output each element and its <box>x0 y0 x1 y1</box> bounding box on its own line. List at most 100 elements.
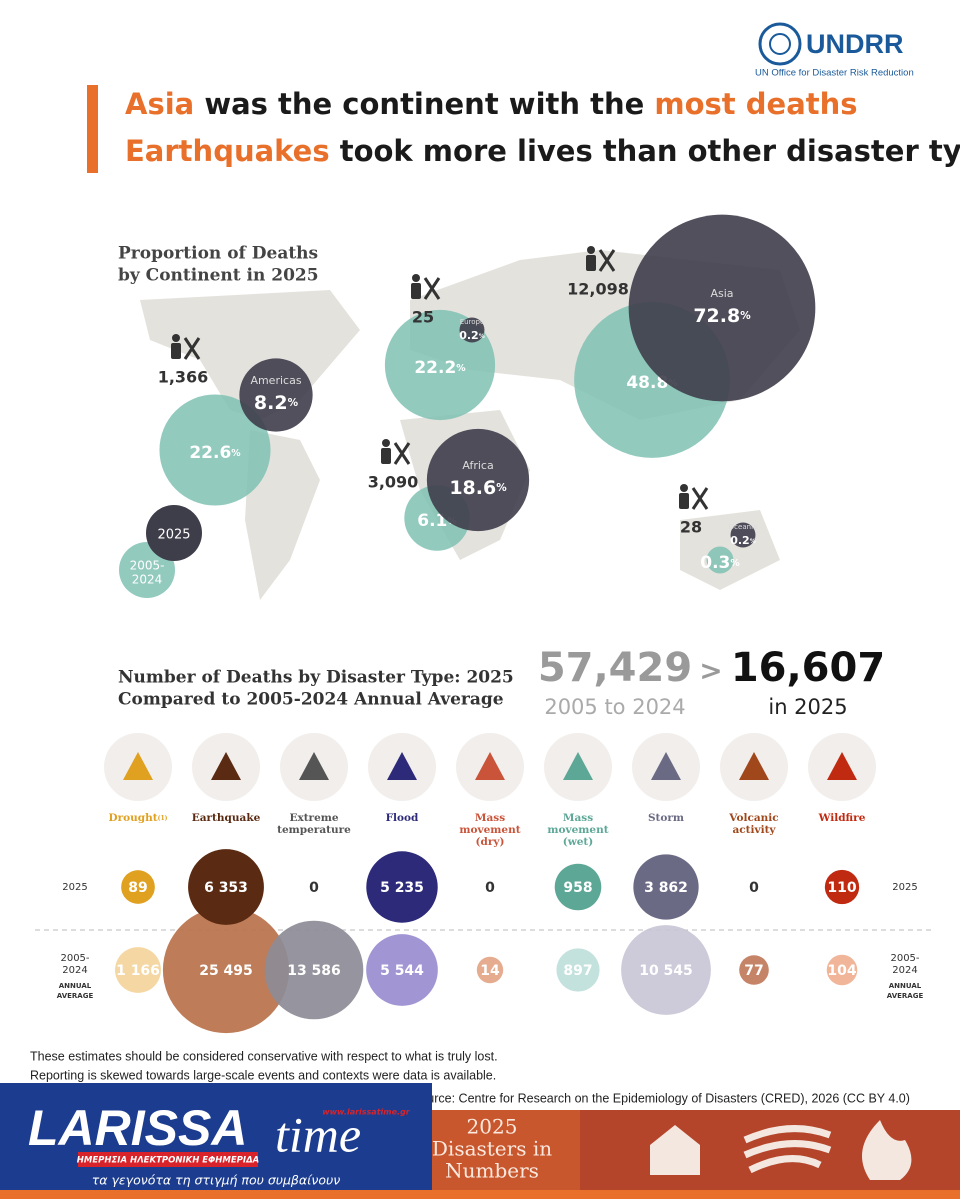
person-icon <box>586 255 596 271</box>
average-value: 1 166 <box>116 963 160 979</box>
logo-subtitle: UN Office for Disaster Risk Reduction <box>755 68 914 79</box>
type-name: (dry) <box>476 836 505 848</box>
percent-value: 0.2 <box>730 534 750 547</box>
average-value: 14 <box>480 963 500 979</box>
row-note: AVERAGE <box>57 992 94 1000</box>
type-name-text: activity <box>732 824 776 836</box>
headline: Asia was the continent with the most dea… <box>125 87 858 121</box>
percent-unit: % <box>740 310 751 322</box>
type-name: movement <box>547 824 608 836</box>
death-count: 12,098 <box>567 280 629 299</box>
times-icon <box>393 442 411 465</box>
current-bubble <box>554 863 602 911</box>
type-name-text: movement <box>459 824 520 836</box>
type-icon <box>739 752 769 780</box>
percent-unit: % <box>231 448 241 459</box>
person-icon <box>172 334 180 342</box>
headline-segment: most deaths <box>654 87 857 121</box>
percent-value: 22.6 <box>189 443 231 463</box>
current-value: 0 <box>749 880 759 896</box>
person-icon <box>679 493 689 509</box>
type-name: Storm <box>648 812 684 824</box>
percent-label: 0.3% <box>700 553 740 573</box>
type-name: activity <box>732 824 776 836</box>
current-bubble <box>459 317 485 343</box>
type-name-text: (dry) <box>476 836 505 848</box>
continent-name: Asia <box>710 287 733 300</box>
total-average: 57,429 <box>538 645 692 691</box>
continent-name: Americas <box>250 374 301 387</box>
total-average-label: 2005 to 2024 <box>544 695 685 719</box>
type-name: (wet) <box>563 836 594 848</box>
section-title: Number of Deaths by Disaster Type: 2025 <box>118 668 514 688</box>
promo-title: 2025 <box>467 1115 518 1139</box>
brand-script: time <box>275 1106 361 1162</box>
average-bubble <box>706 546 734 574</box>
average-bubble <box>476 956 504 984</box>
row-note: AVERAGE <box>887 992 924 1000</box>
type-name: movement <box>459 824 520 836</box>
headline-segment: Earthquakes <box>125 134 330 168</box>
death-count: 3,090 <box>368 473 419 492</box>
type-name: Earthquake <box>192 812 261 824</box>
type-icon <box>563 752 593 780</box>
death-count: 1,366 <box>158 368 209 387</box>
person-icon <box>587 246 595 254</box>
source: Source: Centre for Research on the Epide… <box>412 1091 910 1105</box>
person-icon <box>382 439 390 447</box>
percent-value: 0.3 <box>700 553 730 573</box>
death-count: 28 <box>680 518 702 537</box>
logo-name: UNDRR <box>806 29 904 59</box>
average-value: 25 495 <box>199 963 253 979</box>
map-australia <box>680 510 780 590</box>
type-name-text: Volcanic <box>728 812 778 824</box>
average-value: 5 544 <box>380 963 424 979</box>
type-name: Extreme <box>289 812 338 824</box>
total-2025-label: in 2025 <box>768 695 847 719</box>
percent-value: 18.6 <box>449 477 496 499</box>
percent-label: 72.8% <box>693 305 751 327</box>
row-label: 2025 <box>62 882 87 893</box>
headline-segment: took more lives than other disaster type <box>330 134 960 168</box>
average-value: 104 <box>827 963 856 979</box>
percent-value: 0.2 <box>459 329 479 342</box>
type-name: Flood <box>386 812 419 824</box>
type-name-text: Mass <box>563 812 593 824</box>
row-note: ANNUAL <box>59 982 92 990</box>
current-value: 5 235 <box>380 880 424 896</box>
promo-title: Numbers <box>445 1159 539 1183</box>
average-bubble <box>264 920 364 1020</box>
percent-value: 6.1 <box>417 511 447 531</box>
continent-name: Africa <box>462 459 493 472</box>
headline-bar <box>87 85 98 173</box>
type-name-text: temperature <box>277 824 351 836</box>
percent-label: 22.2% <box>414 358 466 378</box>
map-title: by Continent in 2025 <box>118 266 319 286</box>
average-bubble <box>739 955 769 985</box>
row-label: 2005- <box>890 953 919 964</box>
legend-current-label: 2025 <box>157 528 190 543</box>
promo-icon-earthquake <box>650 1125 700 1175</box>
strap-background <box>78 1152 258 1167</box>
times-icon <box>598 249 616 272</box>
percent-label: 22.6% <box>189 443 241 463</box>
total-2025: 16,607 <box>731 645 885 691</box>
person-icon <box>381 448 391 464</box>
brand-strap: ΗΜΕΡΗΣΙΑ ΗΛΕΚΤΡΟΝΙΚΗ ΕΦΗΜΕΡΙΔΑ <box>77 1156 259 1166</box>
continent-name: Oceania <box>729 523 758 531</box>
current-bubble <box>188 849 264 925</box>
percent-value: 8.2 <box>254 392 288 414</box>
type-name: Wildfire <box>818 812 866 824</box>
percent-unit: % <box>456 363 466 374</box>
brand-tagline: τα γεγονότα τη στιγμή που συμβαίνουν <box>92 1173 340 1188</box>
person-icon <box>411 283 421 299</box>
average-bubble <box>366 934 438 1006</box>
current-value: 958 <box>563 880 592 896</box>
type-icon <box>299 752 329 780</box>
type-icon <box>827 752 857 780</box>
promo-icon-wildfire <box>862 1120 912 1180</box>
row-label: 2024 <box>62 965 87 976</box>
note: These estimates should be considered con… <box>30 1049 498 1063</box>
percent-unit: % <box>496 482 507 494</box>
type-name-text: Wildfire <box>818 812 866 824</box>
